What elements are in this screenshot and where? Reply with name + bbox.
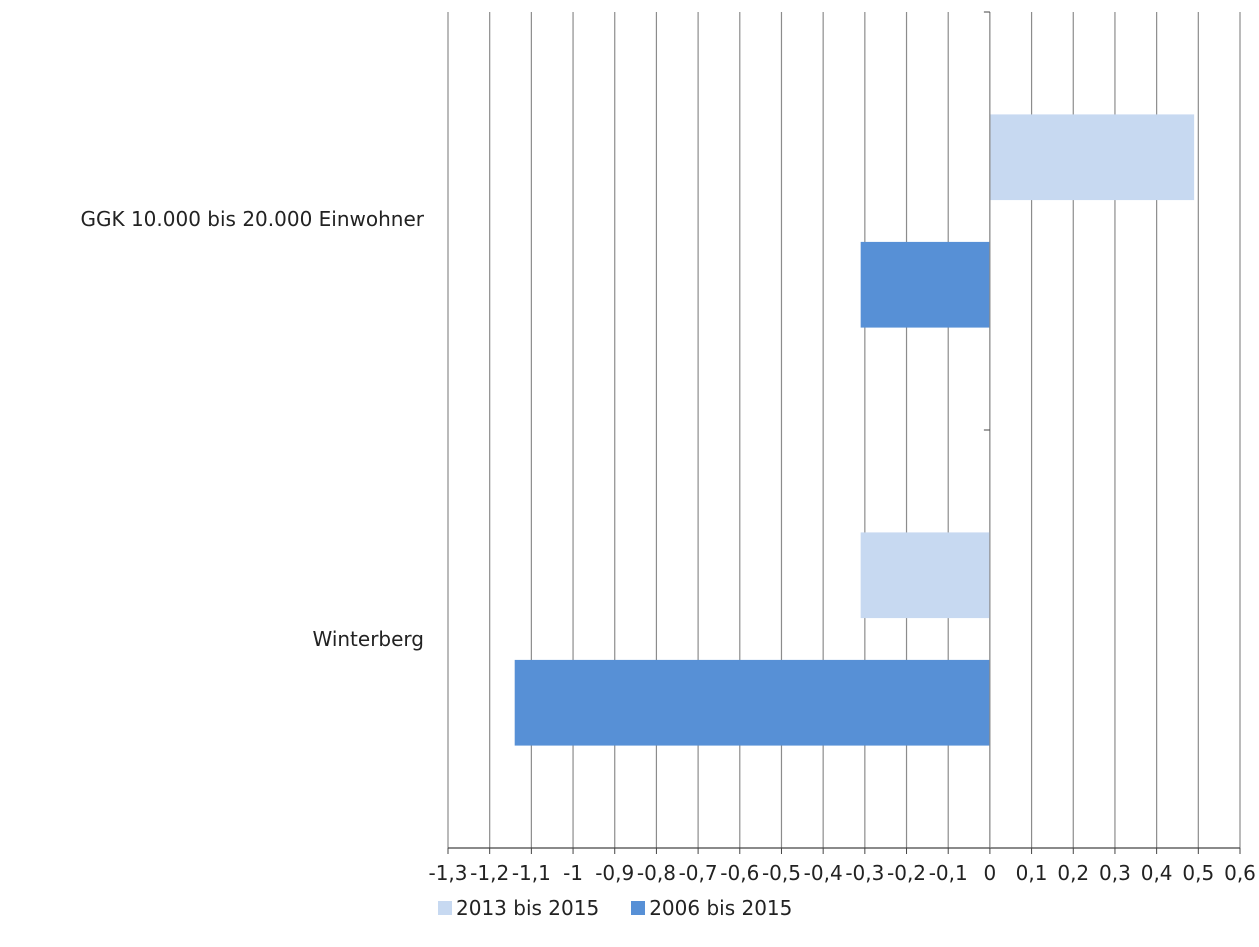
x-tick-label: 0,2 xyxy=(1057,861,1089,885)
x-tick-label: -1 xyxy=(563,861,583,885)
bar xyxy=(860,532,990,619)
x-tick-label: -1,3 xyxy=(428,861,467,885)
x-tick-label: -0,9 xyxy=(595,861,634,885)
x-tick-label: 0,4 xyxy=(1141,861,1173,885)
legend-item-2006: 2006 bis 2015 xyxy=(631,896,792,920)
x-tick-label: -0,1 xyxy=(929,861,968,885)
legend-swatch-2006 xyxy=(631,901,646,915)
x-tick-label: 0 xyxy=(984,861,997,885)
legend-label-2006: 2006 bis 2015 xyxy=(649,896,793,920)
x-tick-label: 0,3 xyxy=(1099,861,1131,885)
category-label-winterberg: Winterberg xyxy=(312,627,424,651)
legend: 2013 bis 2015 2006 bis 2015 xyxy=(438,896,792,920)
x-tick-label: 0,1 xyxy=(1016,861,1048,885)
legend-item-2013: 2013 bis 2015 xyxy=(438,896,599,920)
legend-label-2013: 2013 bis 2015 xyxy=(456,896,600,920)
x-tick-labels: -1,3 -1,2 -1,1 -1 -0,9 -0,8 -0,7 -0,6 -0,5 -0,4 -0… xyxy=(428,861,1255,885)
x-tick-label: -0,3 xyxy=(845,861,884,885)
x-tick-label: -0,6 xyxy=(720,861,759,885)
x-axis xyxy=(447,11,1241,854)
x-tick-label: -0,2 xyxy=(887,861,926,885)
x-tick-label: 0,6 xyxy=(1224,861,1256,885)
bar xyxy=(860,241,990,328)
bars xyxy=(514,114,1195,746)
x-tick-label: -0,8 xyxy=(637,861,676,885)
bar xyxy=(989,114,1195,201)
x-tick-label: -0,4 xyxy=(804,861,843,885)
x-tick-label: 0,5 xyxy=(1182,861,1214,885)
category-label-ggk: GGK 10.000 bis 20.000 Einwohner xyxy=(80,207,424,231)
x-tick-label: -0,5 xyxy=(762,861,801,885)
x-tick-label: -1,1 xyxy=(512,861,551,885)
x-tick-label: -1,2 xyxy=(470,861,509,885)
x-tick-label: -0,7 xyxy=(679,861,718,885)
bar xyxy=(514,659,990,746)
legend-swatch-2013 xyxy=(438,901,452,915)
